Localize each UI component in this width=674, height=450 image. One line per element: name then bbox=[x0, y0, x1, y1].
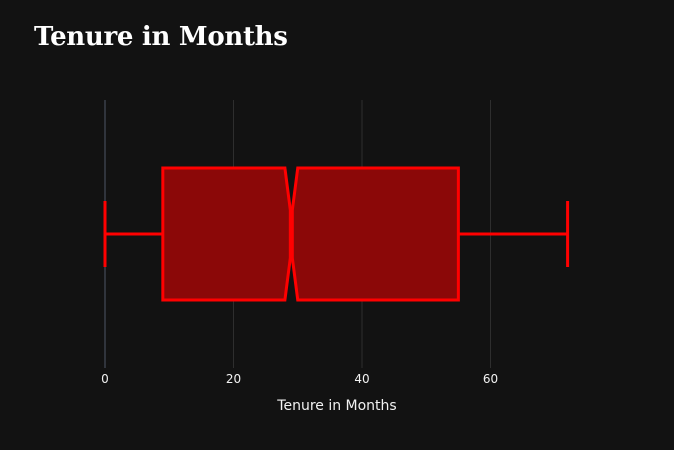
box-layer[interactable] bbox=[103, 166, 570, 302]
x-tick-label: 0 bbox=[101, 372, 109, 386]
x-tick-label: 40 bbox=[354, 372, 369, 386]
x-axis-title: Tenure in Months bbox=[276, 398, 396, 414]
chart-title: Tenure in Months bbox=[34, 22, 288, 52]
box-upper-half bbox=[290, 166, 460, 302]
tick-labels: 0 20 40 60 bbox=[101, 372, 498, 386]
box-lower-half bbox=[161, 166, 292, 302]
x-tick-label: 20 bbox=[226, 372, 241, 386]
x-tick-label: 60 bbox=[483, 372, 498, 386]
